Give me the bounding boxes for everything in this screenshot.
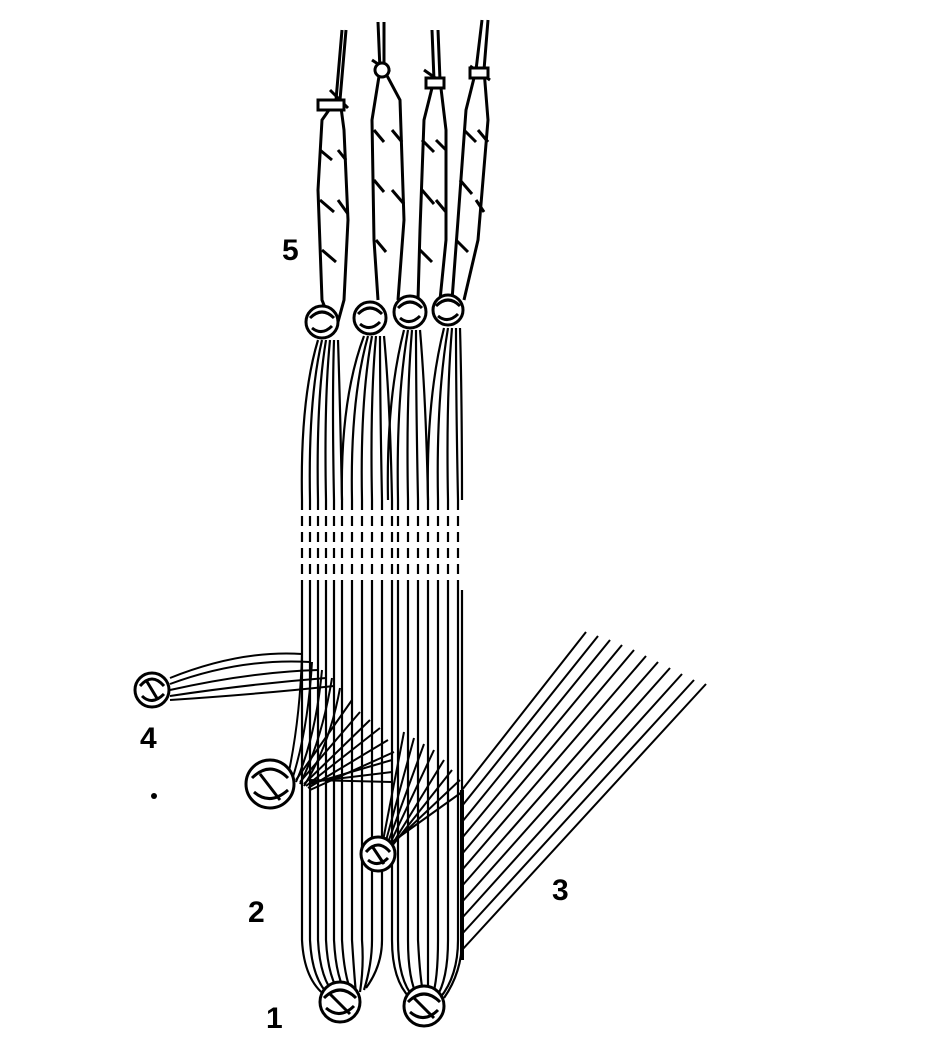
heddle-loops [169, 652, 463, 849]
dashed-break [300, 500, 460, 590]
knots [133, 671, 446, 1028]
label-2: 2 [248, 896, 265, 929]
label-1: 1 [266, 1002, 283, 1035]
fanned-strands [460, 631, 707, 960]
label-3: 3 [552, 874, 569, 907]
warp-threads [300, 327, 464, 501]
knot-bottom-left [318, 980, 362, 1024]
knot-lower [359, 835, 397, 873]
top-knots [304, 293, 465, 340]
knot-4 [133, 671, 171, 709]
label-5: 5 [282, 234, 299, 267]
lower-warp-threads [300, 590, 464, 999]
dot-mark [151, 793, 157, 799]
knot-middle [244, 758, 296, 810]
knot-bottom-right [402, 984, 446, 1028]
label-4: 4 [140, 722, 157, 755]
twisted-cords [316, 19, 491, 323]
